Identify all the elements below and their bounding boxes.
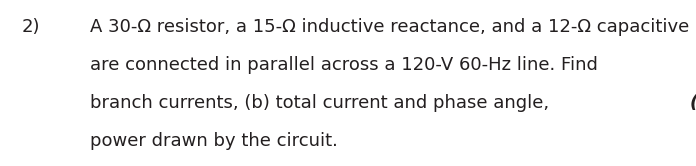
Text: (c): (c) [690,94,696,112]
Text: power drawn by the circuit.: power drawn by the circuit. [90,132,338,150]
Text: are connected in parallel across a 120-V 60-Hz line. Find: are connected in parallel across a 120-V… [90,56,603,74]
Text: 2): 2) [22,18,40,36]
Text: A 30-Ω resistor, a 15-Ω inductive reactance, and a 12-Ω capacitive reactance: A 30-Ω resistor, a 15-Ω inductive reacta… [90,18,696,36]
Text: branch currents, (b) total current and phase angle,: branch currents, (b) total current and p… [90,94,555,112]
